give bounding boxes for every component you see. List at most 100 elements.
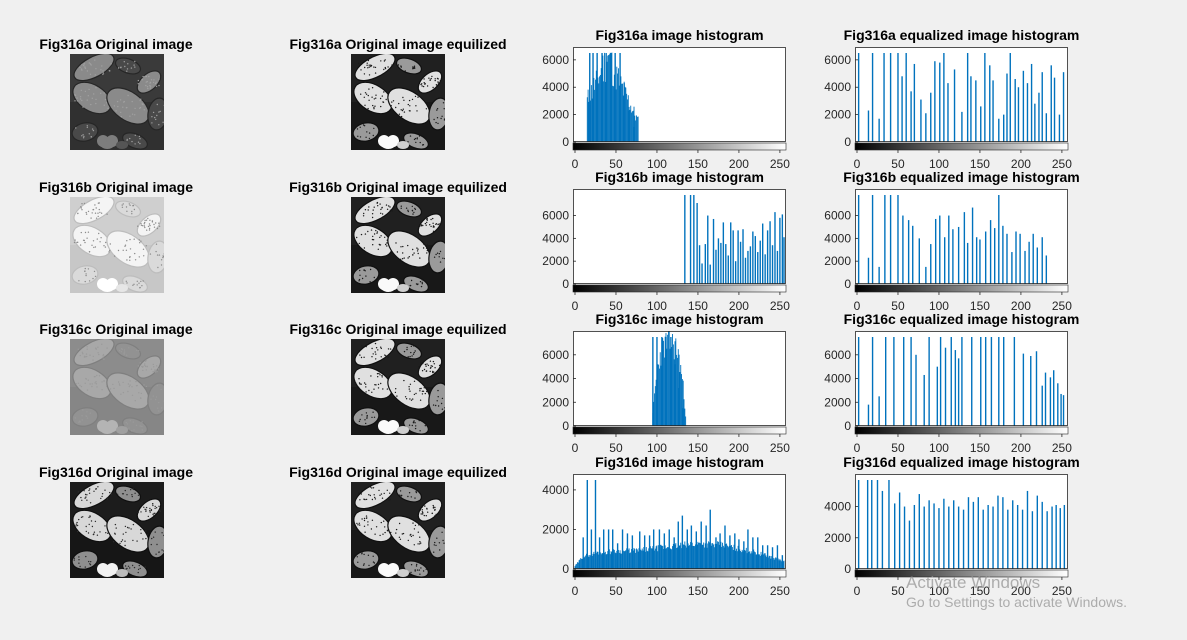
histogram-bar <box>746 553 748 569</box>
histogram-bar <box>654 386 656 426</box>
histogram-bar <box>594 553 596 569</box>
histogram-bar <box>767 557 769 569</box>
histogram-plot-area <box>855 474 1068 569</box>
histogram-bar <box>675 543 677 569</box>
histogram-bar <box>655 379 657 426</box>
histogram-bar <box>627 95 629 142</box>
histogram-bar <box>631 112 633 142</box>
histogram-bar <box>766 557 768 569</box>
histogram-bar <box>768 555 770 569</box>
histogram-bar <box>685 416 687 426</box>
histogram-bar <box>758 554 760 569</box>
histogram-bar <box>694 546 696 569</box>
histogram-bar <box>704 543 706 569</box>
histogram-bar <box>755 554 757 569</box>
histogram-bar <box>636 116 638 142</box>
x-tick-label: 0 <box>572 299 579 313</box>
histogram-axes-box <box>855 47 1068 142</box>
histogram-bar <box>664 336 666 426</box>
histogram-bar <box>779 558 781 569</box>
histogram-bar <box>577 562 578 569</box>
histogram-bar <box>718 544 720 569</box>
histogram-bar <box>601 553 603 569</box>
histogram-bar <box>697 541 699 569</box>
histogram-bar <box>780 560 782 569</box>
grain-image-drawing <box>70 54 164 150</box>
histogram-bar <box>774 558 776 569</box>
x-tick-label: 150 <box>688 299 708 313</box>
histogram-bar <box>589 555 591 569</box>
histogram-fig316a-equalized: Fig316a equalized image histogram 0 2000 40… <box>824 27 1079 171</box>
histogram-bar <box>732 549 734 569</box>
y-tick-label: 6000 <box>542 209 569 223</box>
x-tick-label: 150 <box>970 441 990 455</box>
histogram-svg: 0 2000 4000 6000 0 50 100 150 200 250 <box>824 47 1072 171</box>
histogram-bar <box>692 545 694 569</box>
histogram-bar <box>773 559 775 569</box>
histogram-bar <box>664 545 666 569</box>
histogram-bar <box>600 68 602 142</box>
histogram-bar <box>722 545 724 569</box>
x-tick-label: 50 <box>891 157 905 171</box>
histogram-bar <box>674 544 676 569</box>
histogram-bar <box>684 541 686 569</box>
histogram-bar <box>575 564 577 569</box>
windows-activation-watermark: Activate Windows Go to Settings to activ… <box>906 573 1127 610</box>
histogram-bar <box>765 555 767 569</box>
histogram-bar <box>681 548 682 569</box>
histogram-bar <box>596 551 598 569</box>
x-tick-label: 50 <box>609 441 623 455</box>
histogram-bar <box>686 547 687 569</box>
histogram-bar <box>771 556 773 569</box>
histogram-bar <box>731 547 733 569</box>
histogram-bar <box>736 551 738 569</box>
histogram-bar <box>708 542 710 569</box>
histogram-bar <box>606 554 608 569</box>
histogram-bar <box>580 558 582 569</box>
histogram-bar <box>726 545 728 569</box>
histogram-bar <box>667 547 669 569</box>
histogram-bar <box>597 551 599 569</box>
histogram-svg: 0 2000 4000 0 50 100 150 200 250 <box>824 474 1072 598</box>
histogram-bar <box>663 548 664 569</box>
histogram-bar <box>656 545 658 569</box>
histogram-bar <box>677 349 679 426</box>
histogram-bar <box>745 547 747 569</box>
watermark-line1: Activate Windows <box>906 573 1041 592</box>
x-tick-label: 50 <box>891 441 905 455</box>
histogram-bar <box>602 55 604 142</box>
histogram-bar <box>634 115 636 142</box>
histogram-bar <box>613 86 614 142</box>
histogram-bar <box>648 548 650 569</box>
histogram-bar <box>769 555 771 569</box>
histogram-bar <box>612 85 614 142</box>
histogram-bar <box>579 559 581 569</box>
histogram-bar <box>683 399 685 426</box>
histogram-bar <box>740 552 742 569</box>
histogram-bar <box>753 549 755 569</box>
y-tick-label: 6000 <box>824 209 851 223</box>
image-panel-title: Fig316b Original image equilized <box>289 179 507 195</box>
histogram-bar <box>660 544 662 569</box>
histogram-bar <box>764 553 766 569</box>
histogram-bar <box>688 545 690 569</box>
y-tick-label: 0 <box>844 135 851 149</box>
histogram-bar <box>633 547 635 569</box>
histogram-bar <box>659 544 661 569</box>
histogram-bar <box>646 550 648 569</box>
histogram-bar <box>760 551 762 569</box>
histogram-bar <box>600 554 602 569</box>
x-tick-label: 100 <box>929 584 949 598</box>
histogram-bar <box>614 552 616 569</box>
histogram-bar <box>606 61 608 142</box>
histogram-bar <box>716 543 718 569</box>
histogram-fig316d-equalized: Fig316d equalized image histogram 0 2000 40… <box>824 454 1079 598</box>
histogram-bar <box>672 334 673 426</box>
histogram-bar <box>633 106 635 142</box>
y-tick-label: 2000 <box>824 108 851 122</box>
histogram-bar <box>754 552 756 569</box>
image-panel-title: Fig316c Original image equilized <box>289 321 507 337</box>
histogram-bar <box>608 54 610 142</box>
histogram-bar <box>608 55 610 142</box>
histogram-bar <box>685 545 687 569</box>
